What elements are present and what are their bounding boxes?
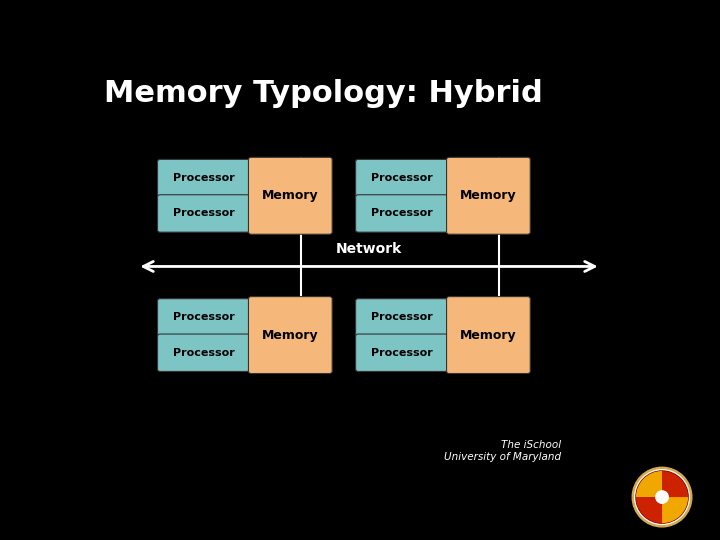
- Text: Memory: Memory: [262, 190, 319, 202]
- FancyBboxPatch shape: [356, 299, 448, 336]
- FancyBboxPatch shape: [356, 334, 448, 372]
- Text: Processor: Processor: [371, 313, 433, 322]
- Text: Processor: Processor: [371, 348, 433, 357]
- Text: Processor: Processor: [173, 313, 235, 322]
- Wedge shape: [662, 471, 688, 497]
- FancyBboxPatch shape: [158, 195, 250, 232]
- Wedge shape: [662, 497, 688, 523]
- Text: Processor: Processor: [173, 173, 235, 183]
- FancyBboxPatch shape: [158, 334, 250, 372]
- FancyBboxPatch shape: [356, 195, 448, 232]
- Text: Network: Network: [336, 242, 402, 256]
- FancyBboxPatch shape: [446, 296, 530, 374]
- Text: Memory: Memory: [460, 190, 517, 202]
- FancyBboxPatch shape: [158, 299, 250, 336]
- FancyBboxPatch shape: [446, 157, 530, 234]
- Text: Memory: Memory: [460, 328, 517, 342]
- Circle shape: [636, 471, 688, 523]
- Text: Processor: Processor: [371, 208, 433, 219]
- Text: Processor: Processor: [371, 173, 433, 183]
- Text: Memory Typology: Hybrid: Memory Typology: Hybrid: [104, 79, 543, 109]
- Text: The iSchool
University of Maryland: The iSchool University of Maryland: [444, 440, 562, 462]
- Wedge shape: [636, 497, 662, 523]
- Text: Memory: Memory: [262, 328, 319, 342]
- FancyBboxPatch shape: [248, 157, 332, 234]
- Circle shape: [632, 467, 692, 527]
- FancyBboxPatch shape: [248, 296, 332, 374]
- Text: Processor: Processor: [173, 208, 235, 219]
- Text: Processor: Processor: [173, 348, 235, 357]
- FancyBboxPatch shape: [158, 159, 250, 197]
- Circle shape: [635, 470, 689, 524]
- Circle shape: [656, 491, 668, 503]
- Wedge shape: [636, 471, 662, 497]
- FancyBboxPatch shape: [356, 159, 448, 197]
